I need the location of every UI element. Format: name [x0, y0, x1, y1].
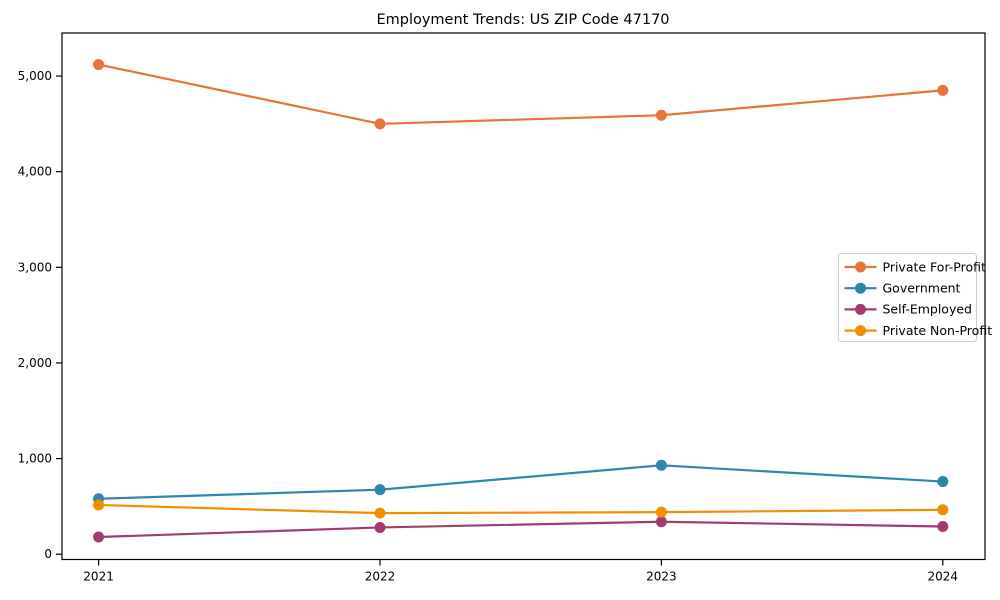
data-point-self-employed — [937, 521, 949, 533]
legend-marker — [855, 303, 866, 315]
data-point-government — [374, 484, 386, 496]
data-point-government — [655, 459, 667, 471]
series-line-private-for-profit — [98, 63, 943, 125]
series-line-self-employed — [98, 520, 943, 539]
chart-title: Employment Trends: US ZIP Code 47170 — [376, 12, 669, 28]
legend: Private For-Profit Government Self-Employe… — [838, 253, 993, 342]
axes-layer: 0 1,000 2,000 3,000 4,000 5,000 2021 2022 2023 20… — [18, 32, 986, 584]
series-line-government — [98, 464, 943, 500]
legend-marker — [855, 325, 866, 337]
y-tick-label: 4,000 — [18, 165, 52, 179]
data-point-self-employed — [655, 516, 667, 528]
legend-entry-self-employed: Self-Employed — [844, 302, 972, 317]
data-point-private-non-profit — [937, 504, 949, 516]
legend-entry-private-for-profit: Private For-Profit — [844, 259, 986, 274]
y-tick-label: 1,000 — [18, 452, 52, 466]
legend-marker — [855, 261, 866, 273]
data-point-private-for-profit — [655, 109, 667, 121]
data-point-private-for-profit — [374, 118, 386, 130]
plot-border — [61, 32, 986, 561]
y-tick-label: 0 — [44, 547, 52, 561]
legend-label: Private For-Profit — [883, 259, 986, 274]
x-tick-label: 2023 — [646, 570, 677, 584]
legend-label: Private Non-Profit — [883, 323, 993, 338]
y-tick-label: 5,000 — [18, 69, 52, 83]
x-tick-label: 2022 — [365, 570, 396, 584]
data-point-private-for-profit — [937, 84, 949, 96]
x-tick-label: 2021 — [83, 570, 114, 584]
legend-box — [838, 253, 977, 342]
y-tick-label: 2,000 — [18, 356, 52, 370]
legend-entry-government: Government — [844, 281, 961, 296]
data-point-private-non-profit — [374, 507, 386, 519]
data-point-self-employed — [374, 521, 386, 533]
legend-label: Government — [883, 281, 961, 296]
legend-label: Self-Employed — [883, 302, 972, 317]
data-point-private-for-profit — [93, 59, 105, 71]
series-layer — [93, 59, 949, 543]
series-line-private-non-profit — [98, 503, 943, 515]
y-tick-label: 3,000 — [18, 260, 52, 274]
data-point-private-non-profit — [93, 499, 105, 511]
data-point-self-employed — [93, 531, 105, 543]
legend-marker — [855, 282, 866, 294]
legend-entry-private-non-profit: Private Non-Profit — [844, 323, 993, 338]
x-tick-label: 2024 — [928, 570, 959, 584]
data-point-private-non-profit — [655, 506, 667, 518]
data-point-government — [937, 476, 949, 488]
